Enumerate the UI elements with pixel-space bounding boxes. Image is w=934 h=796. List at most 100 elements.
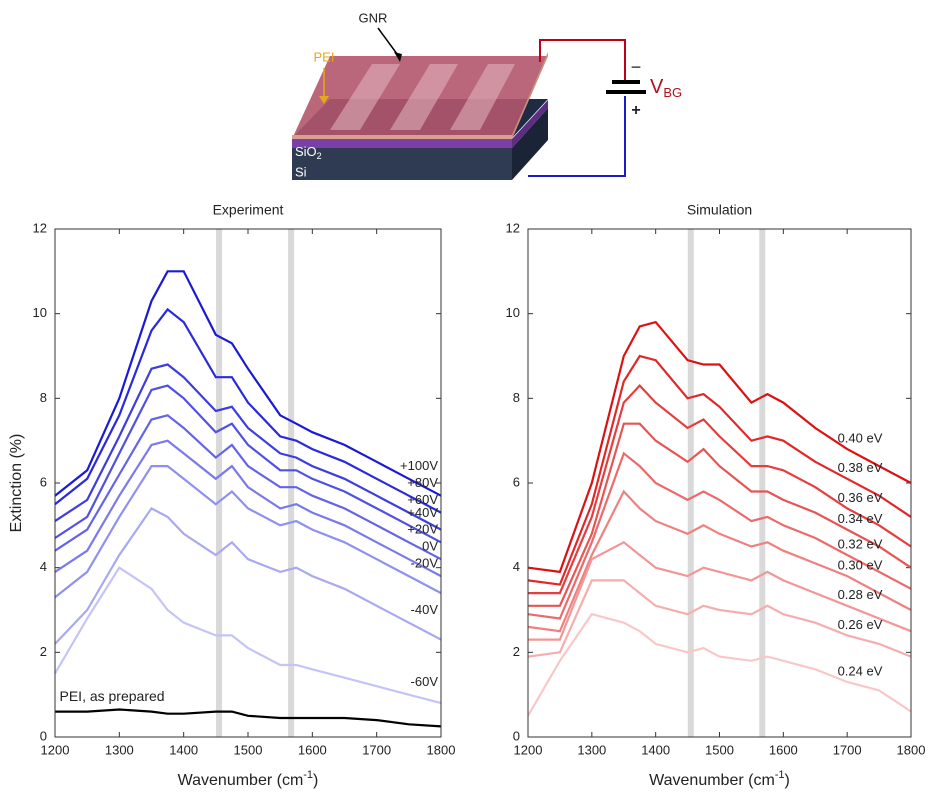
- series-label: -20V: [411, 556, 439, 571]
- x-tick-label: 1400: [169, 742, 198, 757]
- wire-bottom: [528, 96, 626, 177]
- series-label: 0.26 eV: [838, 617, 883, 632]
- battery-plate: [606, 90, 646, 94]
- pei-side: [512, 52, 548, 139]
- series-label: -60V: [411, 674, 439, 689]
- series-line: [528, 383, 912, 595]
- chart: 1200 1300 1400 1500 1600 1700 1800 0 2 4 6 8 10 12 +10…: [8, 202, 455, 790]
- pei-edge: [292, 135, 512, 139]
- plot-frame: [54, 228, 442, 738]
- series-line: [528, 422, 912, 607]
- wire-top: [539, 39, 626, 80]
- series-line: [527, 451, 912, 620]
- x-axis-label-part: Wavenumber (cm: [649, 772, 775, 789]
- sio2-label: SiO2: [295, 144, 322, 161]
- x-axis-label-part: -1: [303, 769, 313, 781]
- plus-label: +: [631, 102, 640, 119]
- x-tick-label: 1800: [897, 742, 926, 757]
- series-line: [528, 540, 912, 641]
- gnr-arrowhead: [394, 52, 402, 62]
- sio2-side: [512, 100, 548, 148]
- series-label: +100V: [400, 458, 438, 473]
- series-label: +40V: [407, 505, 438, 520]
- series-label: 0.38 eV: [838, 460, 883, 475]
- si-layer: [292, 148, 512, 180]
- x-axis-label: Wavenumber (cm-1): [649, 769, 790, 789]
- series-line: [54, 506, 442, 645]
- x-tick-label: 1500: [705, 742, 734, 757]
- series-line: [54, 363, 442, 531]
- y-tick-label: 4: [40, 559, 47, 574]
- x-tick-label: 1300: [577, 742, 606, 757]
- y-tick-label: 6: [513, 474, 520, 489]
- x-axis-label-part: ): [785, 772, 790, 789]
- series-line: [54, 270, 442, 497]
- series-line: [54, 566, 442, 705]
- gnr-stripes: [330, 64, 515, 130]
- x-tick-label: 1200: [514, 742, 543, 757]
- v-sub: BG: [663, 85, 682, 100]
- series-label: 0.24 eV: [838, 663, 883, 678]
- battery-plate: [612, 80, 640, 84]
- series-line: [54, 465, 442, 599]
- series-line: [54, 384, 442, 544]
- gnr-label: GNR: [359, 10, 388, 25]
- x-tick-label: 1600: [298, 742, 327, 757]
- si-side: [512, 108, 548, 180]
- pei-label: PEI: [314, 49, 335, 64]
- series-line: [54, 307, 442, 514]
- y-axis-label: Extinction (%): [8, 434, 25, 533]
- reference-band: [759, 229, 766, 737]
- v-text: V: [650, 76, 664, 98]
- x-tick-label: 1700: [833, 742, 862, 757]
- chart: 1200 1300 1400 1500 1600 1700 1800 0 2 4 6 8 10 12 0.4…: [506, 202, 926, 790]
- x-axis-label: Wavenumber (cm-1): [178, 769, 319, 789]
- y-tick-label: 4: [513, 559, 520, 574]
- y-tick-label: 12: [506, 220, 520, 235]
- sio2-text: SiO: [295, 144, 317, 159]
- y-tick-label: 6: [40, 474, 47, 489]
- x-tick-label: 1500: [234, 742, 263, 757]
- y-tick-label: 2: [513, 644, 520, 659]
- series-label: -40V: [411, 602, 439, 617]
- series-label: 0.32 eV: [838, 536, 883, 551]
- series-label: PEI, as prepared: [60, 688, 165, 704]
- x-tick-label: 1200: [41, 742, 70, 757]
- series-line: [527, 320, 912, 574]
- series-line: [527, 489, 912, 633]
- si-label: Si: [295, 164, 307, 179]
- series-label: 0.34 eV: [838, 511, 883, 526]
- x-axis-label-part: -1: [775, 769, 785, 781]
- series-label: 0.30 eV: [838, 558, 883, 573]
- y-tick-label: 0: [513, 728, 520, 743]
- minus-label: −: [631, 57, 642, 77]
- y-tick-label: 0: [40, 728, 47, 743]
- y-tick-label: 10: [506, 305, 520, 320]
- x-tick-label: 1700: [362, 742, 391, 757]
- x-tick-label: 1600: [769, 742, 798, 757]
- series-label: 0.28 eV: [838, 587, 883, 602]
- y-tick-label: 8: [40, 390, 47, 405]
- series-line: [527, 612, 912, 717]
- x-tick-label: 1400: [641, 742, 670, 757]
- series-label: +80V: [407, 475, 438, 490]
- pei-arrowhead: [319, 96, 329, 104]
- series-line: [54, 439, 442, 578]
- y-tick-label: 8: [513, 390, 520, 405]
- series-label: +20V: [407, 522, 438, 537]
- y-tick-label: 10: [33, 305, 47, 320]
- chart-title: Simulation: [687, 202, 752, 218]
- reference-band: [216, 229, 223, 737]
- series-line: [527, 579, 912, 658]
- chart-title: Experiment: [213, 202, 284, 218]
- vbg-label: VBG: [650, 76, 682, 100]
- x-axis-label-part: ): [313, 772, 318, 789]
- y-tick-label: 12: [33, 220, 47, 235]
- series-label: +60V: [407, 492, 438, 507]
- sio2-sub: 2: [317, 151, 322, 161]
- x-tick-label: 1300: [105, 742, 134, 757]
- series-line: [527, 354, 912, 586]
- series-line: [54, 414, 442, 561]
- y-tick-label: 2: [40, 644, 47, 659]
